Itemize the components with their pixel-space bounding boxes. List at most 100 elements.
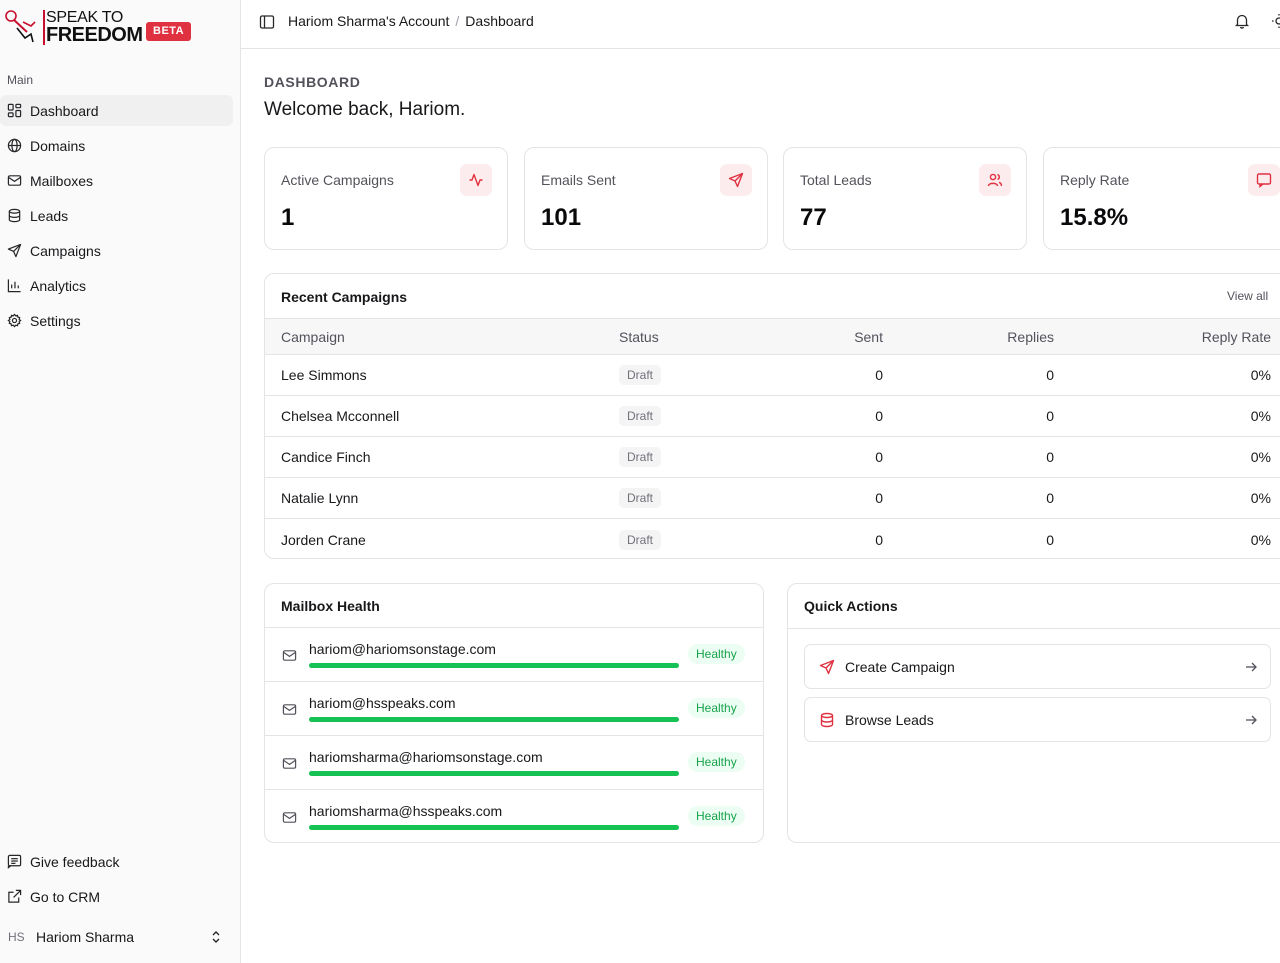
table-row[interactable]: Candice Finch Draft 0 0 0% (265, 437, 1280, 478)
table-row[interactable]: Jorden Crane Draft 0 0 0% (265, 519, 1280, 558)
sent-count: 0 (875, 408, 883, 424)
health-status-badge: Healthy (688, 806, 745, 826)
table-row[interactable]: Chelsea Mcconnell Draft 0 0 0% (265, 396, 1280, 437)
microphone-logo-icon (5, 10, 36, 43)
list-item[interactable]: hariomsharma@hariomsonstage.com Healthy (265, 735, 763, 789)
stat-value: 15.8% (1060, 204, 1129, 231)
logo-wordmark: SPEAK TO FREEDOM (43, 10, 143, 45)
sidebar-item-label: Settings (30, 312, 81, 329)
sidebar-footer-nav: Give feedback Go to CRM (0, 846, 241, 916)
list-item[interactable]: hariom@hariomsonstage.com Healthy (265, 627, 763, 681)
quick-actions-panel: Quick Actions Create Campaign Browse Lea… (787, 583, 1280, 843)
stat-value: 101 (541, 204, 582, 231)
campaign-name: Jorden Crane (281, 531, 366, 548)
sidebar-item-label: Dashboard (30, 102, 99, 119)
stat-value: 77 (800, 204, 827, 231)
sidebar-item-mailboxes[interactable]: Mailboxes (0, 165, 233, 196)
mailbox-email: hariom@hariomsonstage.com (309, 641, 496, 657)
status-cell: Draft (619, 396, 662, 436)
table-row[interactable]: Lee Simmons Draft 0 0 0% (265, 355, 1280, 396)
health-bar (309, 771, 679, 776)
health-status-badge: Healthy (688, 752, 745, 772)
bell-icon[interactable] (1234, 13, 1250, 29)
send-icon (7, 243, 22, 258)
bar-chart-icon (7, 279, 21, 293)
mail-icon (282, 704, 297, 715)
sidebar: SPEAK TO FREEDOM BETA Main Dashboard Dom… (0, 0, 241, 963)
arrow-right-icon (1246, 662, 1257, 672)
sidebar-item-label: Analytics (30, 277, 87, 294)
status-cell: Draft (619, 519, 662, 558)
external-link-icon (8, 889, 22, 903)
campaign-name: Lee Simmons (281, 367, 367, 383)
quick-action-label: Create Campaign (845, 659, 955, 675)
stat-label: Active Campaigns (281, 172, 394, 188)
campaign-name: Chelsea Mcconnell (281, 408, 400, 424)
divider (788, 628, 1280, 629)
view-all-link[interactable]: View all (1227, 289, 1269, 303)
column-header: Campaign (281, 328, 345, 345)
sidebar-item-campaigns[interactable]: Campaigns (0, 235, 233, 266)
status-cell: Draft (619, 355, 662, 395)
campaign-name: Candice Finch (281, 449, 371, 465)
brand-logo[interactable]: SPEAK TO FREEDOM (3, 8, 203, 46)
recent-campaigns-panel: Recent Campaigns View all Campaign Statu… (264, 273, 1280, 559)
health-bar-fill (309, 825, 679, 830)
list-item[interactable]: hariomsharma@hsspeaks.com Healthy (265, 789, 763, 842)
column-header: Reply Rate (1201, 328, 1271, 345)
globe-icon (7, 138, 22, 153)
logo-line-2: FREEDOM (43, 25, 143, 45)
table-row[interactable]: Natalie Lynn Draft 0 0 0% (265, 478, 1280, 519)
give-feedback-link[interactable]: Give feedback (0, 846, 233, 877)
panel-title: Quick Actions (804, 598, 898, 614)
health-bar-fill (309, 663, 679, 668)
status-badge: Draft (619, 529, 662, 550)
page-title: Welcome back, Hariom. (264, 99, 466, 120)
theme-toggle-sun-icon[interactable] (1271, 13, 1280, 29)
breadcrumb: Hariom Sharma's Account / Dashboard (288, 13, 534, 29)
table-header: Campaign Status Sent Replies Reply Rate (265, 318, 1280, 355)
sidebar-item-dashboard[interactable]: Dashboard (0, 95, 233, 126)
stat-card-emails-sent: Emails Sent 101 (524, 147, 768, 250)
go-to-crm-link[interactable]: Go to CRM (0, 881, 233, 912)
status-badge: Draft (619, 365, 662, 385)
sidebar-item-domains[interactable]: Domains (0, 130, 233, 161)
list-item[interactable]: hariom@hsspeaks.com Healthy (265, 681, 763, 735)
column-header: Sent (854, 328, 883, 345)
replies-count: 0 (1046, 531, 1054, 548)
health-bar (309, 663, 679, 668)
quick-action-label: Browse Leads (845, 712, 934, 728)
sidebar-item-label: Mailboxes (30, 172, 94, 189)
column-header: Status (619, 328, 659, 345)
browse-leads-button[interactable]: Browse Leads (804, 697, 1271, 742)
send-icon (819, 659, 835, 675)
breadcrumb-current: Dashboard (465, 13, 534, 29)
arrow-right-icon (1246, 715, 1257, 725)
create-campaign-button[interactable]: Create Campaign (804, 644, 1271, 689)
sidebar-item-label: Domains (30, 137, 86, 154)
mail-icon (7, 175, 22, 186)
database-icon (820, 712, 834, 728)
reply-rate: 0% (1250, 408, 1271, 424)
mailbox-email: hariom@hsspeaks.com (309, 695, 456, 711)
activity-icon (460, 164, 492, 196)
mail-icon (282, 758, 297, 769)
sent-count: 0 (875, 490, 883, 506)
sidebar-item-leads[interactable]: Leads (0, 200, 233, 231)
health-status-badge: Healthy (688, 698, 745, 718)
sidebar-item-settings[interactable]: Settings (0, 305, 233, 336)
breadcrumb-account[interactable]: Hariom Sharma's Account (288, 13, 450, 29)
stat-value: 1 (281, 204, 295, 231)
sidebar-toggle-icon[interactable] (259, 14, 275, 30)
users-icon (979, 164, 1011, 196)
column-header: Replies (1007, 328, 1054, 345)
campaign-name: Natalie Lynn (281, 490, 359, 506)
panel-title: Recent Campaigns (281, 289, 408, 305)
user-menu[interactable]: HS Hariom Sharma (0, 922, 241, 952)
reply-rate: 0% (1250, 531, 1271, 548)
reply-rate: 0% (1250, 449, 1271, 465)
top-header: Hariom Sharma's Account / Dashboard (241, 0, 1280, 49)
replies-count: 0 (1046, 367, 1054, 383)
sidebar-item-label: Give feedback (30, 853, 120, 870)
sidebar-item-analytics[interactable]: Analytics (0, 270, 233, 301)
